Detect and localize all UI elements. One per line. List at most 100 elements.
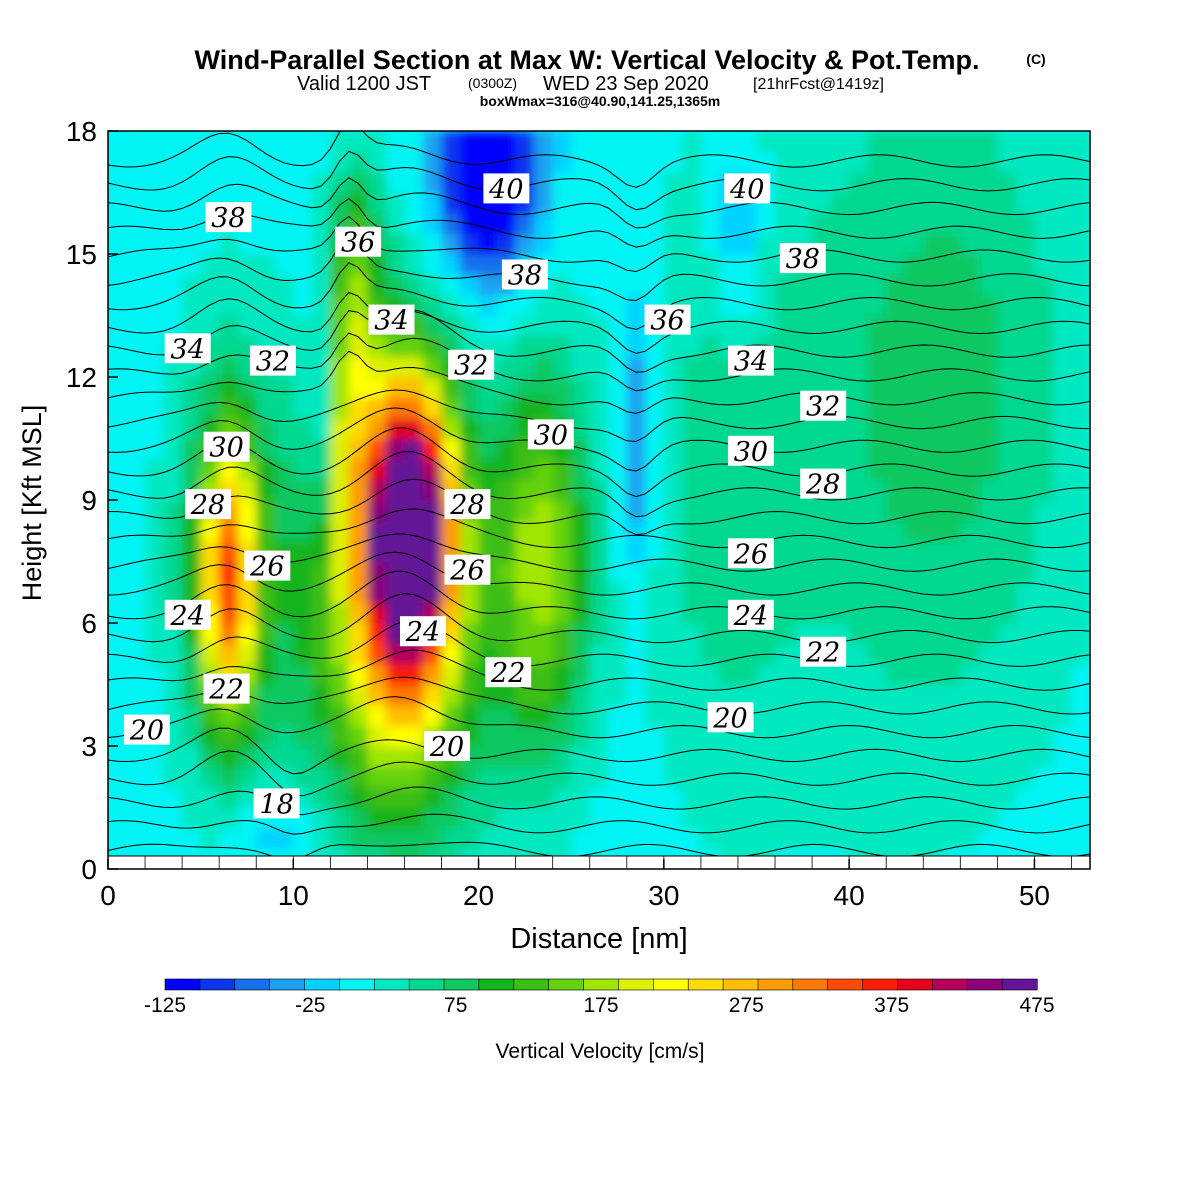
heatmap-cell — [941, 356, 961, 378]
heatmap-cell — [256, 459, 276, 481]
heatmap-cell — [849, 274, 869, 296]
heatmap-cell — [348, 705, 368, 727]
heatmap-cell — [1015, 377, 1035, 399]
heatmap-cell — [589, 828, 609, 850]
heatmap-cell — [293, 664, 313, 686]
heatmap-cell — [274, 500, 294, 522]
heatmap-cell — [515, 500, 535, 522]
heatmap-cell — [997, 520, 1017, 542]
heatmap-cell — [274, 705, 294, 727]
heatmap-cell — [367, 705, 387, 727]
heatmap-cell — [997, 664, 1017, 686]
heatmap-cell — [330, 643, 350, 665]
heatmap-cell — [145, 336, 165, 358]
heatmap-cell — [497, 561, 517, 583]
heatmap-cell — [978, 315, 998, 337]
heatmap-cell — [978, 705, 998, 727]
contour-label-text: 20 — [129, 716, 164, 747]
heatmap-cell — [775, 828, 795, 850]
heatmap-cell — [182, 459, 202, 481]
heatmap-cell — [145, 192, 165, 214]
heatmap-cell — [441, 151, 461, 173]
heatmap-cell — [589, 192, 609, 214]
heatmap-cell — [367, 438, 387, 460]
heatmap-cell — [886, 561, 906, 583]
heatmap-cell — [423, 561, 443, 583]
heatmap-cell — [534, 356, 554, 378]
heatmap-cell — [589, 151, 609, 173]
heatmap-cell — [738, 479, 758, 501]
heatmap-cell — [645, 643, 665, 665]
heatmap-cell — [608, 131, 628, 153]
heatmap-cell — [663, 705, 683, 727]
heatmap-cell — [1052, 643, 1072, 665]
heatmap-cell — [978, 541, 998, 563]
heatmap-cell — [626, 192, 646, 214]
heatmap-cell — [849, 438, 869, 460]
heatmap-cell — [423, 213, 443, 235]
heatmap-cell — [997, 500, 1017, 522]
heatmap-cell — [923, 233, 943, 255]
heatmap-cell — [960, 295, 980, 317]
heatmap-cell — [941, 500, 961, 522]
heatmap-cell — [608, 582, 628, 604]
heatmap-cell — [719, 151, 739, 173]
contour-label: 24 — [399, 616, 446, 648]
heatmap-cell — [126, 397, 146, 419]
heatmap-cell — [182, 561, 202, 583]
heatmap-cell — [793, 336, 813, 358]
heatmap-cell — [311, 295, 331, 317]
heatmap-cell — [1052, 520, 1072, 542]
heatmap-cell — [423, 336, 443, 358]
heatmap-cell — [219, 520, 239, 542]
heatmap-cell — [608, 807, 628, 829]
heatmap-cell — [571, 459, 591, 481]
heatmap-cell — [1052, 541, 1072, 563]
heatmap-cell — [293, 397, 313, 419]
heatmap-cell — [793, 828, 813, 850]
heatmap-cell — [812, 336, 832, 358]
heatmap-cell — [719, 315, 739, 337]
heatmap-cell — [738, 397, 758, 419]
heatmap-cell — [626, 172, 646, 194]
heatmap-cell — [997, 787, 1017, 809]
heatmap-cell — [1034, 746, 1054, 768]
heatmap-cell — [830, 274, 850, 296]
contour-label: 18 — [253, 788, 300, 820]
heatmap-cell — [552, 787, 572, 809]
heatmap-cell — [348, 725, 368, 747]
heatmap-cell — [311, 315, 331, 337]
heatmap-cell — [478, 623, 498, 645]
heatmap-cell — [700, 602, 720, 624]
heatmap-cell — [1034, 356, 1054, 378]
heatmap-cell — [812, 315, 832, 337]
heatmap-cell — [1052, 787, 1072, 809]
heatmap-cell — [1052, 725, 1072, 747]
heatmap-cell — [571, 438, 591, 460]
heatmap-cell — [923, 807, 943, 829]
heatmap-cell — [663, 131, 683, 153]
heatmap-cell — [293, 356, 313, 378]
heatmap-cell — [997, 459, 1017, 481]
colorbar-label: Vertical Velocity [cm/s] — [496, 1040, 705, 1063]
heatmap-cell — [385, 377, 405, 399]
heatmap-cell — [941, 828, 961, 850]
heatmap-cell — [719, 500, 739, 522]
contour-label-bg — [444, 554, 491, 585]
heatmap-cell — [867, 766, 887, 788]
heatmap-cell — [515, 397, 535, 419]
heatmap-cell — [460, 233, 480, 255]
heatmap-cell — [738, 254, 758, 276]
heatmap-cell — [756, 274, 776, 296]
heatmap-cell — [478, 828, 498, 850]
heatmap-cell — [145, 213, 165, 235]
heatmap-cell — [126, 561, 146, 583]
heatmap-cell — [608, 623, 628, 645]
heatmap-cell — [404, 397, 424, 419]
heatmap-cell — [274, 192, 294, 214]
isentrope-line — [108, 619, 1090, 667]
heatmap-cell — [941, 192, 961, 214]
heatmap-cell — [793, 274, 813, 296]
heatmap-cell — [274, 479, 294, 501]
heatmap-cell — [849, 787, 869, 809]
